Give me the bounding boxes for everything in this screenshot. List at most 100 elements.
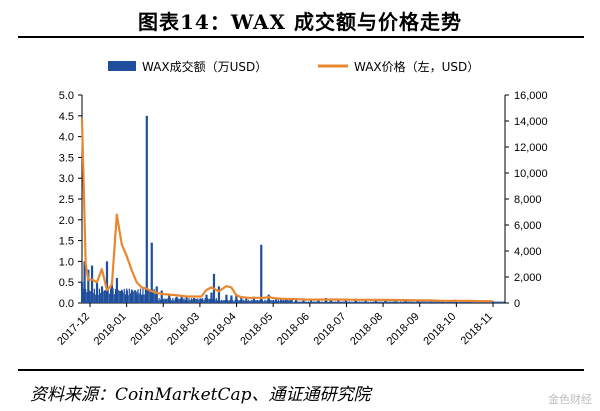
volume-bar bbox=[328, 301, 331, 303]
volume-bar bbox=[270, 300, 272, 303]
right-tick-label: 4,000 bbox=[514, 246, 542, 258]
volume-bar bbox=[354, 298, 357, 303]
volume-bar bbox=[499, 301, 501, 303]
volume-bar bbox=[274, 300, 276, 303]
volume-bar bbox=[317, 301, 319, 303]
volume-bar bbox=[368, 302, 370, 303]
volume-bar bbox=[224, 300, 226, 303]
volume-bar bbox=[133, 290, 135, 303]
volume-bar bbox=[119, 290, 122, 303]
volume-bar bbox=[279, 301, 281, 303]
volume-bar bbox=[477, 301, 479, 303]
volume-bar bbox=[374, 299, 377, 303]
volume-bar bbox=[101, 289, 103, 303]
volume-bar bbox=[470, 301, 473, 303]
volume-bar bbox=[149, 290, 152, 303]
volume-bar bbox=[495, 301, 497, 303]
volume-bar bbox=[388, 301, 390, 303]
volume-bar bbox=[464, 301, 466, 303]
volume-bar bbox=[462, 301, 464, 303]
volume-bar bbox=[401, 301, 403, 303]
right-tick-label: 14,000 bbox=[514, 116, 548, 128]
volume-bar bbox=[218, 299, 220, 303]
volume-bar bbox=[117, 289, 119, 303]
volume-bar bbox=[335, 301, 337, 303]
volume-bar bbox=[454, 301, 456, 303]
volume-bar bbox=[450, 301, 453, 303]
volume-bar bbox=[151, 289, 153, 303]
volume-bar bbox=[81, 282, 84, 303]
volume-bar bbox=[389, 301, 392, 303]
volume-bar bbox=[297, 301, 300, 303]
volume-bar bbox=[367, 301, 369, 303]
volume-bar bbox=[333, 301, 336, 303]
volume-bar bbox=[363, 301, 366, 303]
volume-bar bbox=[195, 298, 198, 303]
volume-bar bbox=[294, 301, 296, 303]
source-note: 资料来源：CoinMarketCap、通证通研究院 bbox=[30, 385, 371, 405]
volume-bar bbox=[281, 300, 283, 303]
volume-bar bbox=[282, 299, 285, 303]
volume-bar bbox=[167, 298, 169, 303]
volume-bar bbox=[91, 289, 93, 303]
volume-bar bbox=[355, 302, 357, 303]
volume-bar bbox=[384, 300, 387, 303]
volume-bar bbox=[362, 301, 364, 303]
volume-bar bbox=[386, 301, 388, 303]
volume-bar bbox=[320, 301, 322, 303]
volume-bar bbox=[351, 301, 353, 303]
volume-bar bbox=[204, 298, 206, 303]
volume-bar bbox=[261, 299, 263, 303]
volume-bar bbox=[480, 301, 482, 303]
volume-bar bbox=[256, 299, 259, 303]
volume-bar bbox=[238, 300, 240, 303]
volume-bar bbox=[276, 301, 278, 303]
volume-bar bbox=[397, 301, 399, 303]
volume-bar bbox=[444, 302, 446, 303]
volume-bar bbox=[225, 300, 227, 303]
source-rule bbox=[18, 369, 584, 371]
volume-bar bbox=[127, 295, 129, 303]
volume-bar bbox=[478, 301, 480, 303]
volume-bar bbox=[142, 288, 144, 303]
volume-bar bbox=[458, 302, 460, 303]
volume-bar bbox=[128, 288, 130, 303]
volume-bar bbox=[324, 301, 326, 303]
volume-bar bbox=[364, 299, 367, 303]
volume-bar bbox=[111, 295, 113, 303]
volume-bar bbox=[210, 298, 212, 303]
volume-bar bbox=[163, 298, 165, 303]
volume-bar bbox=[301, 301, 303, 303]
volume-bar bbox=[382, 302, 384, 303]
volume-bar bbox=[421, 301, 423, 303]
volume-bar bbox=[136, 291, 138, 303]
volume-bar bbox=[234, 299, 236, 303]
volume-bar bbox=[412, 302, 414, 303]
volume-bar bbox=[490, 302, 492, 303]
volume-bar bbox=[396, 301, 398, 303]
volume-bar bbox=[178, 298, 180, 303]
volume-bar bbox=[203, 300, 205, 303]
volume-bar bbox=[205, 294, 208, 303]
x-tick-label: 2018-07 bbox=[312, 311, 349, 348]
volume-bar bbox=[90, 265, 94, 303]
line-series bbox=[80, 118, 493, 303]
volume-bar bbox=[402, 301, 404, 303]
volume-bar bbox=[268, 300, 270, 303]
volume-bar bbox=[311, 301, 313, 303]
volume-bar bbox=[373, 301, 375, 303]
volume-bar bbox=[398, 302, 400, 303]
volume-bar bbox=[200, 300, 203, 303]
volume-bar bbox=[145, 115, 148, 303]
volume-bar bbox=[213, 298, 215, 303]
volume-bar bbox=[179, 298, 181, 303]
volume-bar bbox=[500, 301, 502, 303]
left-tick-label: 2.5 bbox=[59, 194, 74, 206]
volume-bar bbox=[338, 302, 341, 303]
volume-bar bbox=[223, 299, 225, 303]
volume-bar bbox=[488, 302, 490, 303]
volume-bar bbox=[408, 301, 410, 303]
volume-bar bbox=[341, 301, 343, 303]
volume-bar bbox=[184, 299, 186, 303]
volume-bar bbox=[132, 291, 134, 303]
